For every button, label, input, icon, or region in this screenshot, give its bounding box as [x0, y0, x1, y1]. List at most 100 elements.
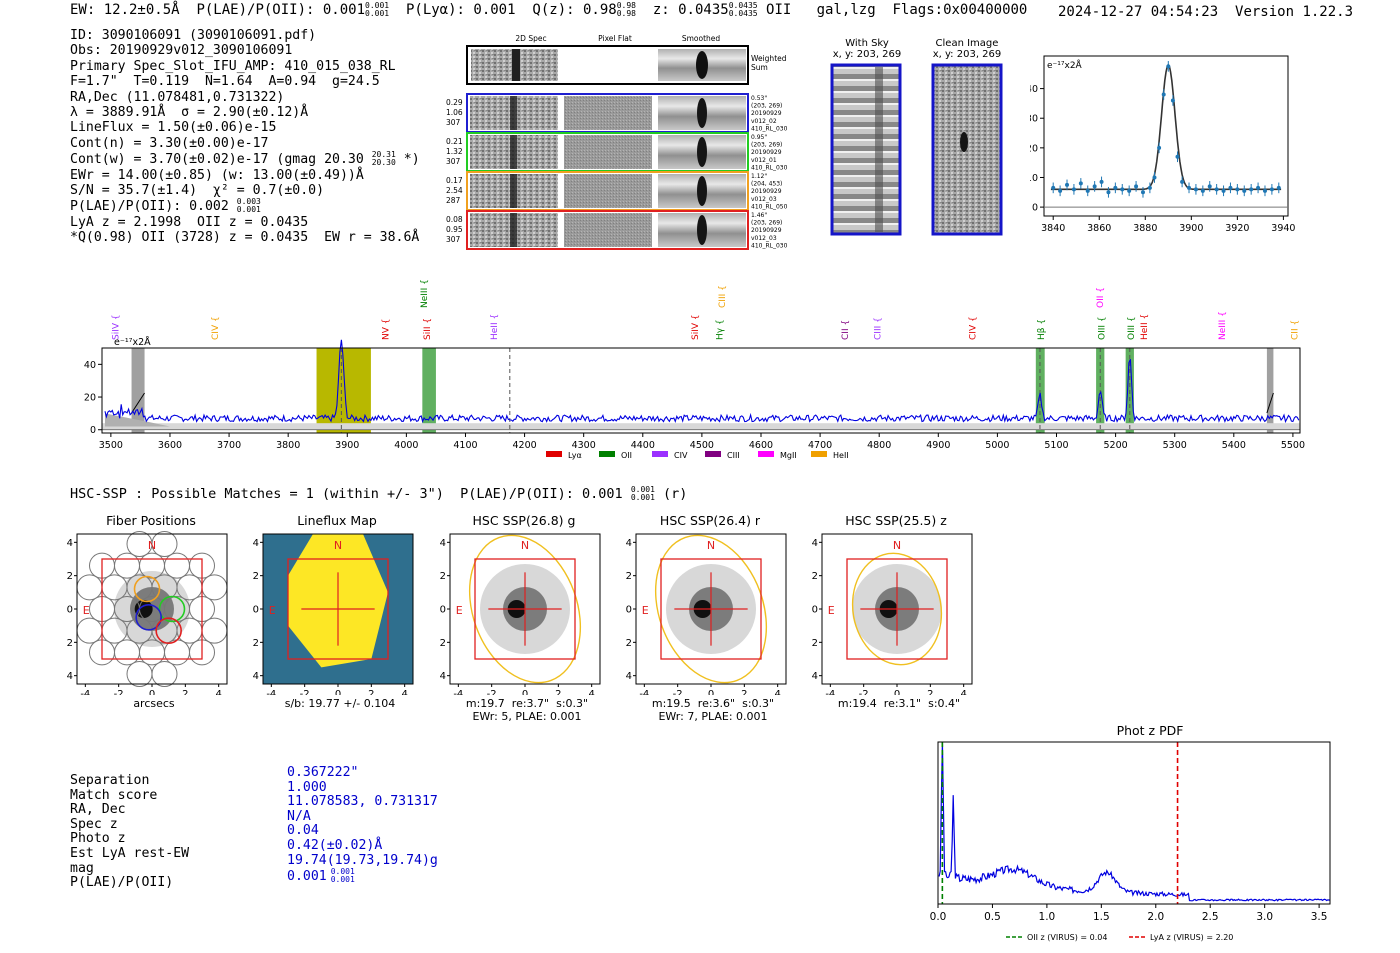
panel-caption-3-0: m:19.5 re:3.6" s:0.3" — [651, 697, 775, 710]
compass-n: N — [707, 539, 715, 552]
spec-xtick-label: 3700 — [217, 440, 241, 451]
pdf-xtick-label: 0.0 — [930, 911, 947, 923]
panel-ytick-label: 4 — [440, 538, 446, 549]
spec-legend-swatch — [758, 451, 774, 457]
spec-line-marker: CIV { — [969, 316, 979, 340]
weighted-smooth-blob — [696, 51, 708, 79]
cutout-2d-line-3 — [510, 213, 517, 247]
fit-point — [1140, 190, 1145, 195]
with-sky-coord: x, y: 203, 269 — [832, 49, 902, 60]
panel-xtick-label: 2 — [182, 689, 188, 695]
pdf-xtick-label: 2.5 — [1202, 911, 1219, 923]
header-version: Version 1.22.3 — [1235, 4, 1354, 20]
fit-point — [1193, 187, 1198, 192]
match-value-4: 0.04 — [287, 823, 319, 839]
fit-xtick-label: 3920 — [1225, 223, 1249, 232]
match-label-1: Match score — [70, 787, 158, 803]
cutout-left-1-0: 0.21 — [446, 137, 463, 146]
fit-point — [1214, 187, 1219, 192]
panel-ytick-label: -2 — [812, 638, 818, 649]
cutout-left-2-1: 2.54 — [446, 186, 463, 195]
cutout-right-1-4: 410_RL_030 — [751, 164, 788, 171]
fit-point — [1152, 175, 1157, 180]
cutout-right-1-2: 20190929 — [751, 149, 782, 156]
compass-e: E — [642, 604, 649, 617]
panel-xtick-label: 0 — [335, 689, 341, 695]
cutout-flat-2 — [564, 174, 652, 208]
compass-n: N — [148, 539, 156, 552]
header-flags: Flags:0x00400000 — [892, 2, 1028, 18]
fit-point — [1157, 145, 1162, 150]
with-sky-trace — [875, 67, 883, 232]
cutout-left-3-0: 0.08 — [446, 215, 463, 224]
match-label-5: Est LyA rest-EW — [70, 845, 190, 861]
panel-xtick-label: -2 — [673, 689, 683, 695]
fit-xtick-label: 3900 — [1179, 223, 1203, 232]
fiber-circle — [151, 661, 178, 687]
cutout-smooth-blob-1 — [697, 137, 707, 167]
info-contw-lo: 20.30 — [371, 158, 396, 168]
match-labels: Separation Match score RA, Dec Spec z Photo … — [70, 773, 190, 891]
cutout-2d-line-2 — [510, 174, 517, 208]
match-value-7: 0.001 0.001 0.001 — [287, 867, 355, 885]
panel-xtick-label: 2 — [555, 689, 561, 695]
spec-legend-swatch — [705, 451, 721, 457]
panel-xtick-label: 4 — [774, 689, 780, 695]
panel-ytick-label: 2 — [626, 571, 632, 582]
fit-point — [1106, 190, 1111, 195]
panel-caption-1-0: s/b: 19.77 +/- 0.104 — [284, 697, 396, 710]
panel-xtick-label: 0 — [708, 689, 714, 695]
fit-unit-label: e⁻¹⁷x2Å — [1047, 59, 1083, 71]
fit-point — [1235, 187, 1240, 192]
cutout-left-3-1: 0.95 — [446, 225, 463, 234]
compass-e: E — [828, 604, 835, 617]
info-plae-main: P(LAE)/P(OII): 0.002 — [70, 199, 229, 215]
panel-xtick-label: -2 — [300, 689, 310, 695]
spec-legend-label: CIV — [674, 451, 688, 460]
spec-line-marker: Hβ { — [1037, 319, 1047, 340]
spec-legend-label: OII — [621, 451, 632, 460]
info-plae-lo: 0.001 — [236, 205, 261, 215]
hsc-panel-3: N E -4 -4 -2 -2 0 0 2 2 4 4 — [626, 533, 787, 695]
fit-point — [1058, 188, 1063, 193]
spec-xtick-label: 5400 — [1222, 440, 1246, 451]
cutout-left-2-2: 287 — [446, 196, 461, 205]
cutout-right-3-0: 1.46" — [751, 212, 767, 219]
info-ewr: EWr = 14.00(±0.85) (w: 13.00(±0.49))Å — [70, 167, 364, 183]
match-plae-hi: 0.001 — [330, 867, 355, 877]
panel-xtick-label: 4 — [588, 689, 594, 695]
fit-point — [1078, 181, 1083, 186]
spec-xtick-label: 4000 — [394, 440, 418, 451]
cutout-left-1-2: 307 — [446, 157, 461, 166]
spec-line-marker: CIII { — [873, 317, 883, 340]
panel-xtick-label: -2 — [487, 689, 497, 695]
cutout-left-3-2: 307 — [446, 235, 461, 244]
cutout-right-3-1: (203, 269) — [751, 220, 782, 227]
clean-title: Clean Image x, y: 203, 269 — [926, 38, 1008, 60]
cutout-right-0-2: 20190929 — [751, 110, 782, 117]
pdf-xtick-label: 3.5 — [1311, 911, 1328, 923]
fit-point — [1256, 185, 1261, 190]
spec-legend-label: HeII — [833, 451, 849, 460]
cutout-smooth-blob-2 — [697, 176, 707, 206]
cutout-right-0-4: 410_RL_030 — [751, 125, 788, 132]
fit-ytick-label: 0 — [1032, 203, 1038, 214]
clean-source — [960, 132, 968, 152]
panel-ytick-label: 4 — [626, 538, 632, 549]
panel-xtick-label: -4 — [639, 689, 649, 695]
clean-coord: x, y: 203, 269 — [932, 49, 1002, 60]
spec-xtick-label: 4500 — [690, 440, 714, 451]
col-label-flat: Pixel Flat — [598, 34, 632, 43]
match-plae-fraction: 0.001 0.001 — [331, 868, 355, 884]
spec-legend-swatch — [811, 451, 827, 457]
aperture-ellipse — [851, 552, 943, 666]
fit-point — [1092, 184, 1097, 189]
pdf-xtick-label: 1.0 — [1039, 911, 1056, 923]
cutout-left-0-2: 307 — [446, 118, 461, 127]
fiber-highlight — [135, 604, 162, 631]
panel-ytick-label: 4 — [67, 538, 73, 549]
cutout-left-0-1: 1.06 — [446, 108, 463, 117]
panel-title-1: Lineflux Map — [297, 513, 377, 528]
info-fit: F=1.7" T=0.119 N=1.64 A=0.94 g=24.5 — [70, 74, 380, 90]
info-contw-hi: 20.31 — [371, 150, 396, 160]
